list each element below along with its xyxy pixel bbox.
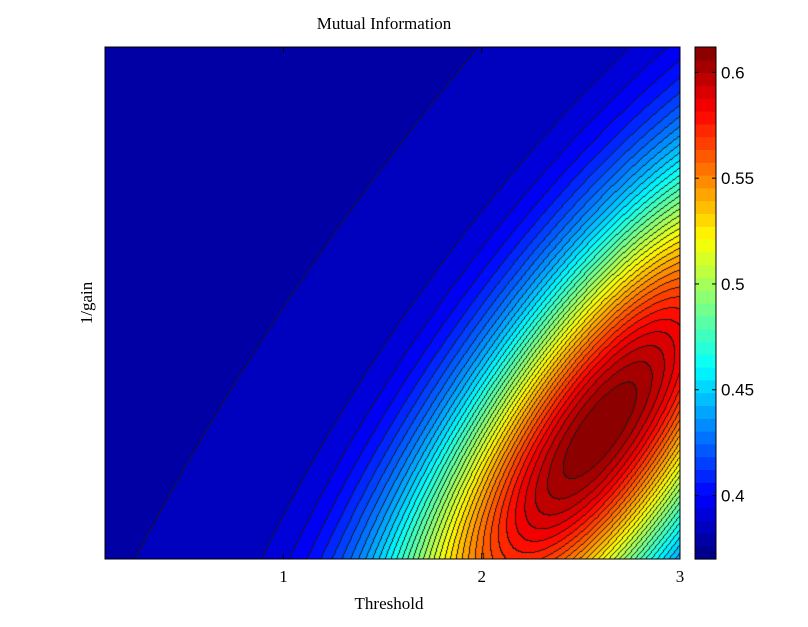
y-axis-label: 1/gain xyxy=(77,281,96,324)
colorbar-band xyxy=(695,264,716,278)
colorbar-band xyxy=(695,290,716,304)
colorbar-band xyxy=(695,341,716,355)
colorbar-band xyxy=(695,213,716,227)
colorbar-band xyxy=(695,149,716,163)
colorbar-gradient xyxy=(695,47,716,560)
colorbar-band xyxy=(695,507,716,522)
colorbar-band xyxy=(695,72,716,86)
colorbar-band xyxy=(695,162,716,176)
colorbar-band xyxy=(695,354,716,368)
colorbar-band xyxy=(695,392,716,406)
colorbar-band xyxy=(695,303,716,317)
colorbar-band xyxy=(695,328,716,342)
colorbar-band xyxy=(695,98,716,112)
x-tick-label: 2 xyxy=(477,567,486,586)
colorbar-band xyxy=(695,469,716,483)
colorbar-band xyxy=(695,277,716,291)
colorbar-tick-label: 0.6 xyxy=(721,63,745,82)
colorbar-band xyxy=(695,111,716,125)
colorbar-band xyxy=(695,47,716,61)
colorbar-band xyxy=(695,379,716,394)
colorbar-band xyxy=(695,456,716,470)
colorbar-band xyxy=(695,533,716,547)
colorbar-band xyxy=(695,239,716,253)
colorbar-band xyxy=(695,187,716,202)
colorbar-band xyxy=(695,405,716,419)
colorbar-band xyxy=(695,85,716,99)
plot-area: 1 2 3 xyxy=(104,46,684,586)
colorbar-band xyxy=(695,482,716,496)
colorbar-band xyxy=(695,136,716,150)
colorbar-band xyxy=(695,175,716,189)
contour-heatmap xyxy=(105,47,680,559)
colorbar-band xyxy=(695,123,716,138)
colorbar-ticks: 0.4 0.45 0.5 0.55 0.6 xyxy=(695,63,754,506)
colorbar-band xyxy=(695,495,716,509)
colorbar-tick-label: 0.5 xyxy=(721,275,745,294)
colorbar-band xyxy=(695,251,716,266)
colorbar-band xyxy=(695,226,716,240)
chart-title: Mutual Information xyxy=(317,14,452,33)
plot-frame xyxy=(104,46,681,560)
colorbar-band xyxy=(695,546,716,560)
x-tick-label: 3 xyxy=(676,567,685,586)
colorbar-frame xyxy=(694,46,717,560)
colorbar-band xyxy=(695,59,716,74)
x-axis-ticks: 1 2 3 xyxy=(279,47,684,586)
x-tick-label: 1 xyxy=(279,567,288,586)
colorbar-band xyxy=(695,200,716,214)
colorbar-band xyxy=(695,431,716,445)
colorbar-band xyxy=(695,367,716,381)
colorbar: 0.4 0.45 0.5 0.55 0.6 xyxy=(694,46,754,560)
colorbar-band xyxy=(695,520,716,534)
colorbar-band xyxy=(695,315,716,330)
colorbar-band xyxy=(695,418,716,432)
colorbar-tick-label: 0.4 xyxy=(721,487,745,506)
x-axis-label: Threshold xyxy=(355,594,424,613)
colorbar-tick-label: 0.55 xyxy=(721,169,754,188)
colorbar-tick-label: 0.45 xyxy=(721,381,754,400)
colorbar-band xyxy=(695,443,716,458)
